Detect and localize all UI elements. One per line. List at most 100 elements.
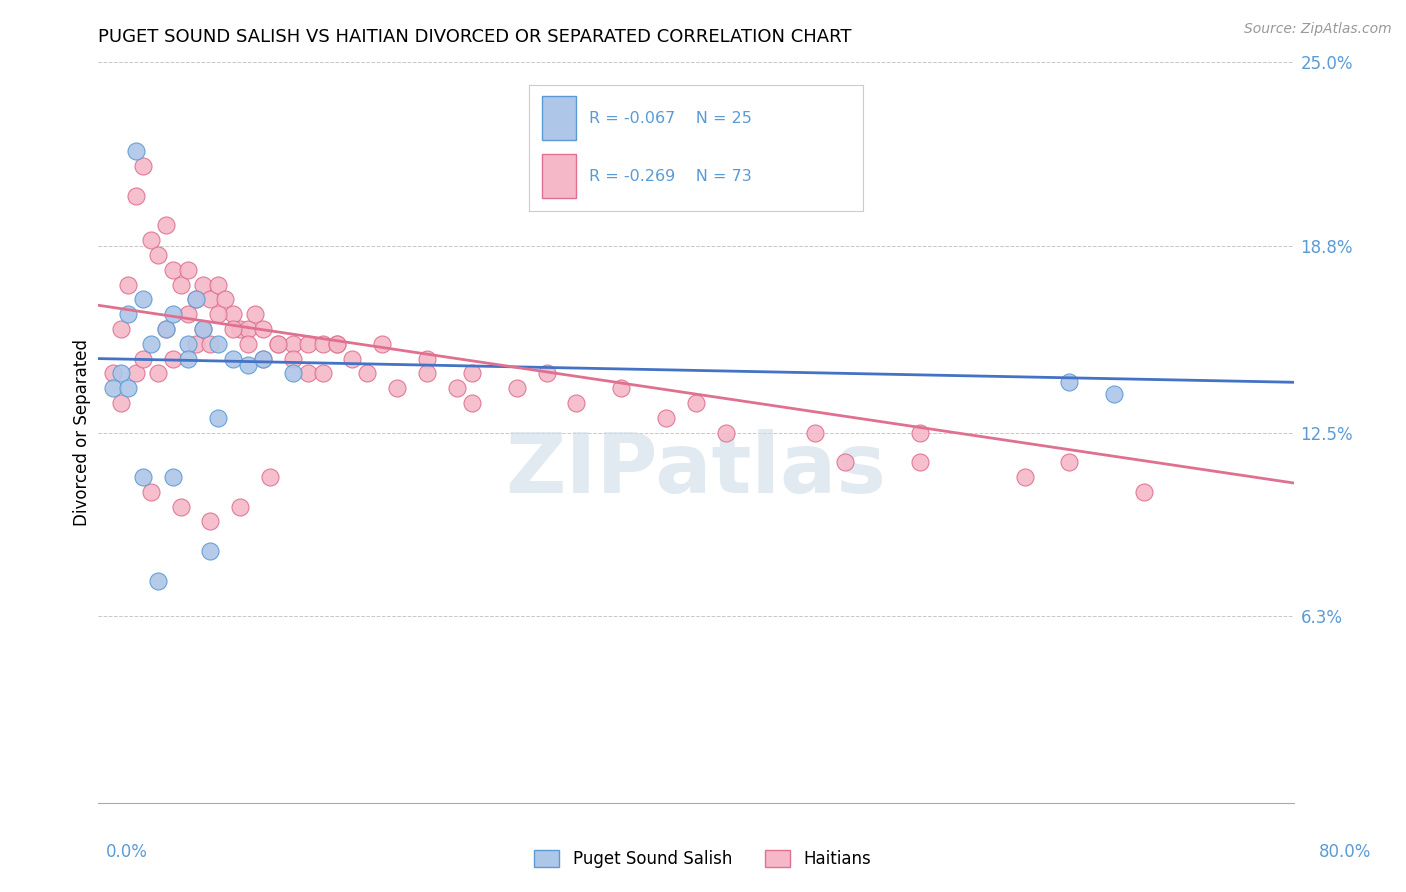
Point (222, 307, 245, 321)
Point (236, 336, 259, 351)
Point (110, 396, 132, 410)
Point (281, 351, 304, 366)
Point (281, 367, 304, 381)
Point (148, 248, 170, 262)
Point (685, 396, 707, 410)
Point (245, 307, 267, 321)
Point (1059, 455, 1081, 469)
Point (236, 322, 259, 336)
Point (139, 233, 162, 247)
Point (385, 381, 409, 395)
Point (177, 336, 200, 351)
Point (117, 277, 139, 292)
Point (342, 351, 364, 366)
Point (155, 219, 177, 233)
Text: 0.0%: 0.0% (105, 843, 148, 861)
Point (267, 336, 290, 351)
Point (200, 336, 222, 351)
Point (207, 277, 229, 292)
Point (155, 322, 177, 336)
Point (169, 500, 191, 514)
Point (169, 277, 191, 292)
Point (155, 322, 177, 336)
Point (655, 410, 678, 425)
Point (132, 470, 155, 484)
Point (311, 336, 333, 351)
Point (461, 396, 484, 410)
Point (103, 381, 125, 395)
Point (446, 381, 468, 395)
Point (506, 381, 529, 395)
Point (461, 367, 484, 381)
Point (236, 358, 259, 372)
Point (229, 500, 252, 514)
Point (416, 351, 439, 366)
Point (311, 367, 333, 381)
Point (297, 336, 319, 351)
Point (714, 425, 737, 440)
Point (125, 367, 148, 381)
Point (214, 293, 236, 307)
Point (1059, 376, 1081, 390)
Point (908, 425, 931, 440)
Point (110, 322, 132, 336)
Point (162, 307, 184, 321)
Point (162, 262, 184, 277)
Point (200, 293, 222, 307)
Legend: Puget Sound Salish, Haitians: Puget Sound Salish, Haitians (527, 843, 879, 875)
Point (1104, 387, 1126, 401)
Point (177, 307, 200, 321)
Point (207, 336, 229, 351)
Y-axis label: Divorced or Separated: Divorced or Separated (73, 339, 91, 526)
Point (908, 455, 931, 469)
Point (191, 322, 214, 336)
Point (110, 367, 132, 381)
Point (416, 367, 439, 381)
Point (200, 544, 222, 558)
Point (191, 322, 214, 336)
Point (536, 367, 558, 381)
Point (139, 484, 162, 499)
Point (267, 336, 290, 351)
Text: PUGET SOUND SALISH VS HAITIAN DIVORCED OR SEPARATED CORRELATION CHART: PUGET SOUND SALISH VS HAITIAN DIVORCED O… (98, 28, 852, 45)
Point (184, 293, 207, 307)
Text: 80.0%: 80.0% (1319, 843, 1371, 861)
Point (1014, 470, 1036, 484)
Point (252, 322, 274, 336)
Point (191, 277, 214, 292)
Point (610, 381, 633, 395)
Point (259, 470, 281, 484)
Point (139, 336, 162, 351)
Point (834, 455, 856, 469)
Point (222, 322, 245, 336)
Point (804, 425, 827, 440)
Point (252, 351, 274, 366)
Point (184, 336, 207, 351)
Point (177, 351, 200, 366)
Point (252, 351, 274, 366)
Point (162, 470, 184, 484)
Point (281, 336, 304, 351)
Point (326, 336, 349, 351)
Point (103, 367, 125, 381)
Point (117, 381, 139, 395)
Point (184, 293, 207, 307)
Point (207, 410, 229, 425)
Text: Source: ZipAtlas.com: Source: ZipAtlas.com (1244, 22, 1392, 37)
Point (132, 351, 155, 366)
Point (177, 262, 200, 277)
Point (117, 307, 139, 321)
Point (207, 307, 229, 321)
Point (371, 336, 394, 351)
Point (148, 367, 170, 381)
Point (132, 159, 155, 173)
Point (565, 396, 588, 410)
Point (229, 322, 252, 336)
Point (1133, 484, 1156, 499)
Point (125, 145, 148, 159)
Point (297, 367, 319, 381)
Point (200, 515, 222, 529)
Point (356, 367, 378, 381)
Point (326, 336, 349, 351)
Point (222, 351, 245, 366)
